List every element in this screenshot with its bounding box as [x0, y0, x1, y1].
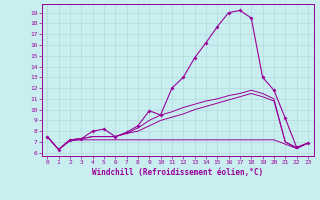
- X-axis label: Windchill (Refroidissement éolien,°C): Windchill (Refroidissement éolien,°C): [92, 168, 263, 177]
